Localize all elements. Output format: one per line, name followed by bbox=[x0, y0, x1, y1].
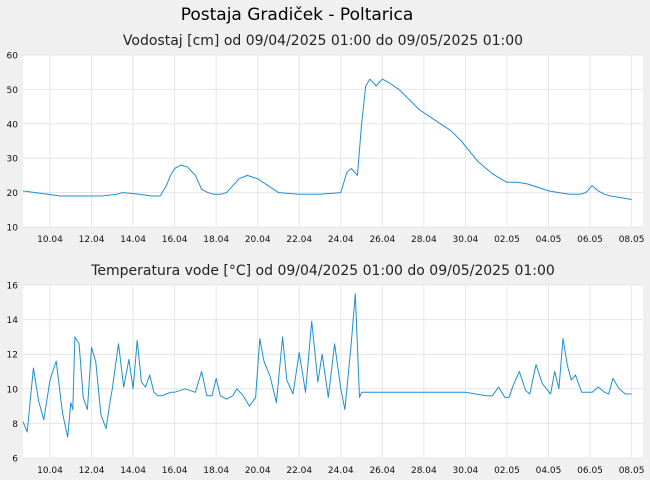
x-tick-label: 30.04 bbox=[453, 235, 479, 245]
x-tick-label: 04.05 bbox=[536, 235, 562, 245]
y-tick-label: 50 bbox=[7, 86, 19, 96]
page-title: Postaja Gradiček - Poltarica bbox=[181, 5, 414, 25]
x-tick-label: 02.05 bbox=[494, 466, 520, 476]
x-tick-label: 16.04 bbox=[162, 235, 188, 245]
plot-area bbox=[23, 285, 643, 458]
x-tick-label: 18.04 bbox=[203, 466, 229, 476]
x-tick-label: 02.05 bbox=[494, 235, 520, 245]
x-tick-label: 04.05 bbox=[536, 466, 562, 476]
x-tick-label: 22.04 bbox=[286, 466, 312, 476]
x-tick-label: 28.04 bbox=[411, 235, 437, 245]
x-tick-label: 08.05 bbox=[619, 466, 645, 476]
chart-title: Vodostaj [cm] od 09/04/2025 01:00 do 09/… bbox=[123, 33, 523, 49]
y-tick-label: 12 bbox=[7, 351, 18, 361]
y-tick-label: 8 bbox=[12, 420, 18, 430]
x-tick-label: 26.04 bbox=[369, 235, 395, 245]
chart-title: Temperatura vode [°C] od 09/04/2025 01:0… bbox=[90, 263, 555, 279]
x-tick-label: 12.04 bbox=[79, 466, 105, 476]
x-tick-label: 12.04 bbox=[79, 235, 105, 245]
x-tick-label: 06.05 bbox=[577, 235, 603, 245]
x-tick-label: 14.04 bbox=[120, 235, 146, 245]
x-tick-label: 16.04 bbox=[162, 466, 188, 476]
x-tick-label: 08.05 bbox=[619, 235, 645, 245]
y-tick-label: 14 bbox=[7, 316, 19, 326]
x-tick-label: 10.04 bbox=[37, 235, 63, 245]
x-tick-label: 20.04 bbox=[245, 466, 271, 476]
x-tick-label: 24.04 bbox=[328, 235, 354, 245]
x-tick-label: 06.05 bbox=[577, 466, 603, 476]
y-tick-label: 10 bbox=[7, 385, 19, 395]
y-tick-label: 10 bbox=[7, 224, 19, 234]
x-tick-label: 28.04 bbox=[411, 466, 437, 476]
chart-panel-2: Temperatura vode [°C] od 09/04/2025 01:0… bbox=[7, 263, 645, 476]
y-tick-label: 40 bbox=[7, 120, 19, 130]
x-tick-label: 14.04 bbox=[120, 466, 146, 476]
series-line-1 bbox=[22, 293, 632, 438]
plot-area bbox=[23, 55, 643, 227]
y-tick-label: 60 bbox=[7, 52, 19, 62]
charts-layer: Vodostaj [cm] od 09/04/2025 01:00 do 09/… bbox=[7, 33, 645, 476]
y-tick-label: 16 bbox=[7, 282, 19, 292]
x-tick-label: 30.04 bbox=[453, 466, 479, 476]
y-tick-label: 6 bbox=[12, 455, 18, 465]
series-line-1 bbox=[22, 78, 632, 200]
x-tick-label: 22.04 bbox=[286, 235, 312, 245]
x-tick-label: 18.04 bbox=[203, 235, 229, 245]
y-tick-label: 30 bbox=[7, 155, 19, 165]
y-tick-label: 20 bbox=[7, 189, 19, 199]
x-tick-label: 26.04 bbox=[369, 466, 395, 476]
chart-panel-1: Vodostaj [cm] od 09/04/2025 01:00 do 09/… bbox=[7, 33, 645, 245]
x-tick-label: 10.04 bbox=[37, 466, 63, 476]
x-tick-label: 20.04 bbox=[245, 235, 271, 245]
x-tick-label: 24.04 bbox=[328, 466, 354, 476]
